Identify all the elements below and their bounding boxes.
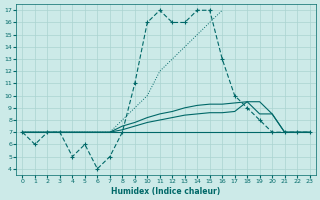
X-axis label: Humidex (Indice chaleur): Humidex (Indice chaleur): [111, 187, 221, 196]
